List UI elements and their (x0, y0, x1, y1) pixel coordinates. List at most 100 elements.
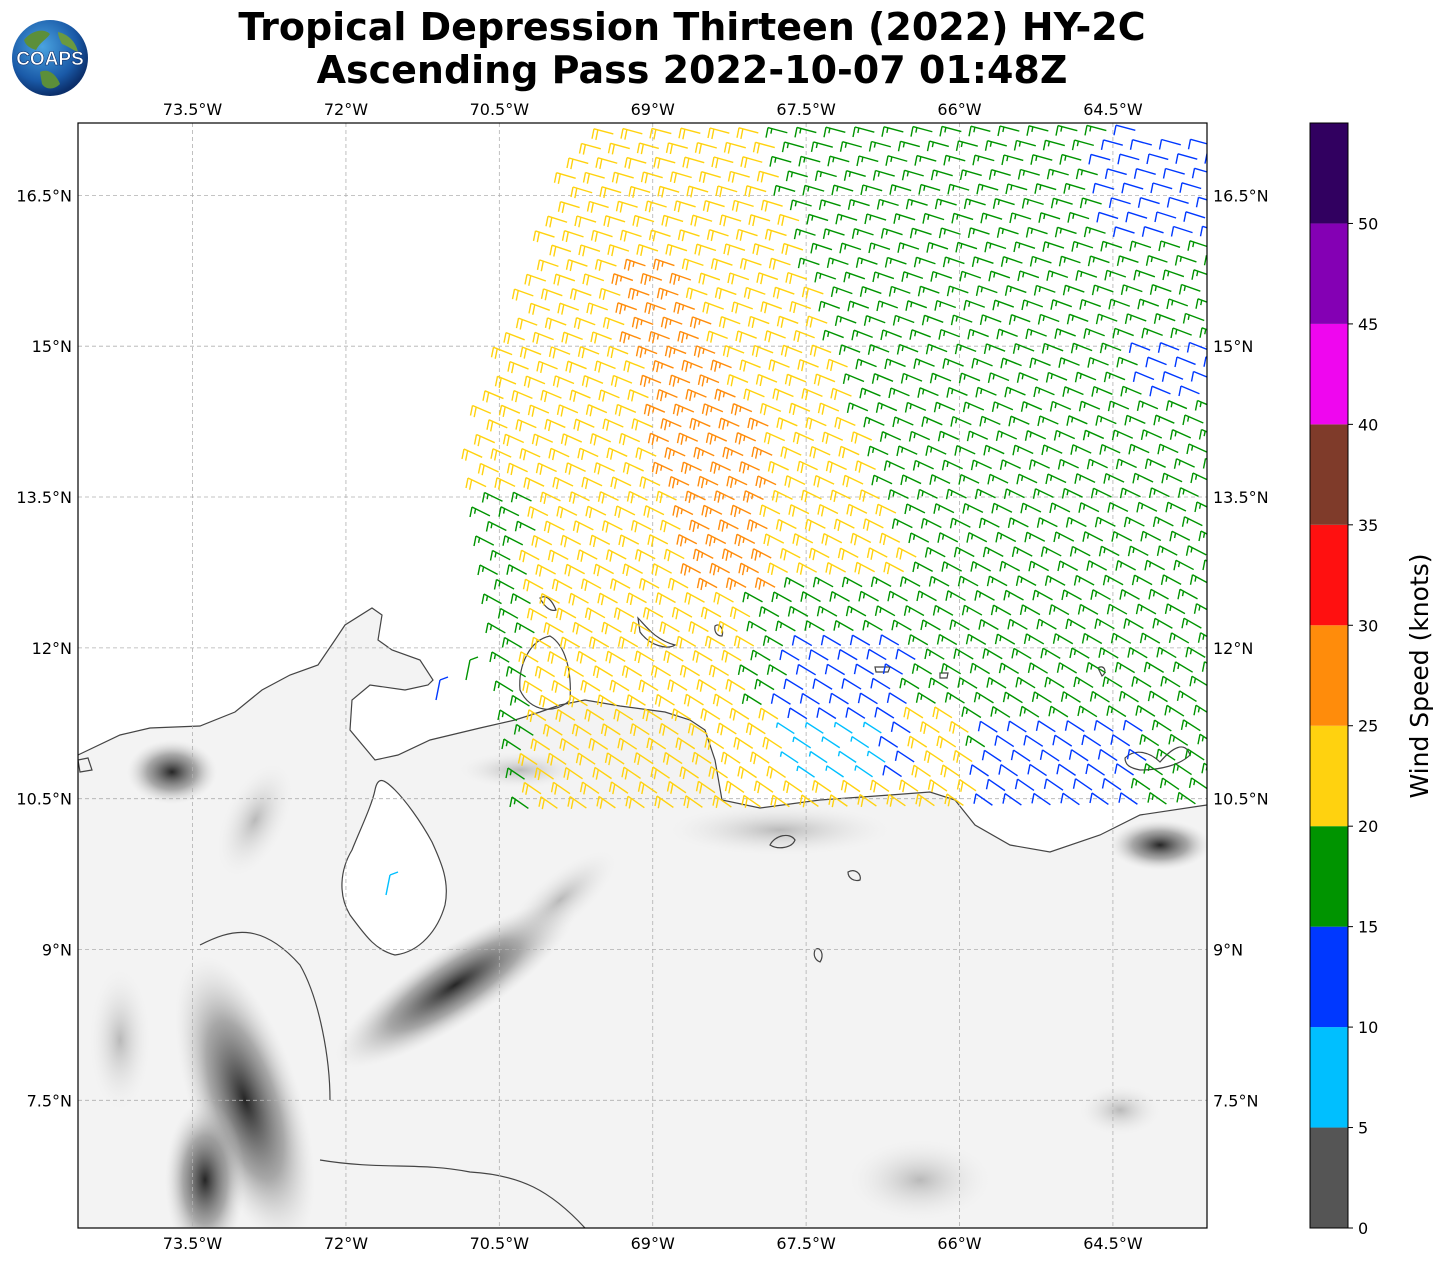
wind-barb (783, 576, 805, 588)
wind-barb (1132, 472, 1154, 484)
wind-barb (663, 650, 684, 663)
wind-barb (1104, 168, 1127, 180)
wind-barb (1182, 414, 1204, 426)
wind-barb (1144, 559, 1166, 571)
wind-barb (576, 650, 597, 664)
wind-barb (1116, 255, 1139, 267)
wind-barb (1000, 256, 1023, 267)
wind-barb (497, 607, 519, 619)
wind-barb (929, 474, 951, 485)
lat-tick-left: 15°N (32, 337, 72, 356)
colorbar-bin (1310, 625, 1348, 726)
wind-barb (552, 476, 574, 490)
colorbar-bin (1310, 424, 1348, 525)
wind-barb (637, 781, 658, 795)
wind-barb (973, 793, 993, 806)
wind-barb (534, 665, 555, 679)
colorbar-tick-label: 5 (1358, 1119, 1368, 1138)
wind-barb (834, 416, 856, 430)
wind-barb (1110, 734, 1131, 747)
wind-barb (1150, 182, 1173, 194)
wind-barb (793, 228, 816, 240)
wind-barb (720, 751, 741, 765)
wind-barb (1083, 226, 1106, 238)
wind-barb (824, 663, 845, 676)
wind-barb (572, 621, 593, 635)
wind-barb (1137, 298, 1160, 310)
lat-tick-left: 13.5°N (16, 488, 72, 507)
chart-title-line2: Ascending Pass 2022-10-07 01:48Z (316, 48, 1068, 92)
wind-barb (961, 604, 983, 616)
wind-barb (916, 488, 938, 500)
wind-barb (1112, 327, 1134, 339)
wind-barb (1135, 603, 1157, 615)
wind-barb (515, 418, 537, 432)
wind-barb (668, 475, 690, 489)
wind-barb (1118, 792, 1138, 805)
wind-barb (970, 459, 992, 471)
wind-barb (1154, 211, 1177, 223)
wind-barb (568, 491, 590, 504)
wind-barb (972, 154, 995, 166)
colorbar-tick-label: 30 (1358, 616, 1378, 635)
wind-barb (1170, 225, 1193, 237)
wind-barb (1140, 429, 1163, 441)
wind-barb (879, 431, 902, 442)
wind-barb (698, 272, 721, 285)
wind-barb (1112, 226, 1135, 238)
wind-barb (776, 315, 799, 328)
wind-barb (643, 403, 666, 417)
wind-barb (1085, 661, 1107, 674)
wind-barb (605, 650, 626, 664)
wind-barb (564, 563, 585, 577)
wind-barb (685, 388, 707, 402)
wind-barb (631, 418, 653, 431)
wind-barb (739, 257, 762, 270)
wind-barb (905, 300, 928, 311)
wind-barb (613, 708, 634, 722)
wind-barb (1132, 371, 1155, 383)
wind-barb (680, 562, 701, 576)
wind-barb (743, 286, 766, 299)
wind-barb (907, 634, 929, 646)
wind-barb (569, 288, 592, 301)
wind-barb (768, 359, 790, 372)
wind-barb (1030, 154, 1053, 165)
wind-barb (677, 330, 699, 343)
wind-barb (665, 142, 688, 155)
wind-barb (1089, 792, 1109, 806)
wind-barb (1197, 733, 1207, 745)
wind-barb (633, 752, 654, 766)
wind-barb (1054, 328, 1076, 339)
lon-tick-bottom: 67.5°W (776, 1234, 836, 1253)
wind-barb (1117, 153, 1140, 165)
wind-barb (1077, 705, 1098, 718)
wind-barb (811, 779, 832, 793)
wind-barb (1133, 269, 1156, 281)
wind-barb (494, 477, 516, 490)
wind-barb (735, 228, 758, 241)
wind-barb (767, 562, 788, 576)
wind-barb (501, 636, 523, 649)
wind-barb (1152, 617, 1173, 629)
wind-barb (856, 155, 879, 167)
wind-barb (568, 592, 589, 606)
wind-barb (780, 344, 803, 357)
wind-barb (805, 416, 827, 430)
wind-barb (957, 677, 978, 689)
wind-barb (987, 473, 1009, 485)
wind-barb (559, 636, 581, 650)
wind-barb (506, 462, 528, 476)
wind-barb (988, 169, 1011, 180)
wind-barb (868, 242, 891, 254)
colorbar-bin (1310, 123, 1348, 224)
lon-tick-bottom: 69°W (631, 1234, 675, 1253)
wind-barb (1152, 516, 1174, 528)
wind-barb (996, 328, 1018, 340)
wind-barb (999, 459, 1021, 471)
wind-barb (1069, 545, 1091, 557)
wind-barb (1008, 314, 1031, 325)
wind-barb (579, 781, 600, 795)
wind-barb (974, 589, 995, 601)
wind-barb (769, 155, 792, 167)
